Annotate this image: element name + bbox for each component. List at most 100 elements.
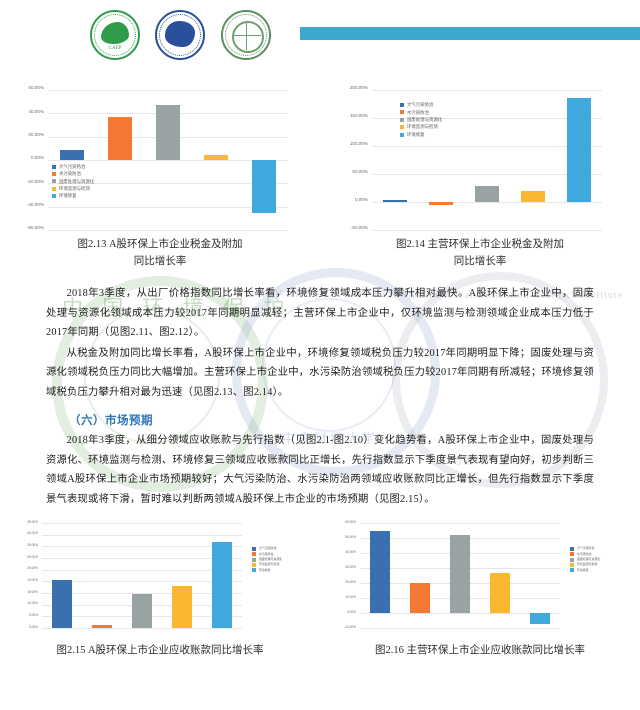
gridline (42, 558, 242, 559)
legend-item: 水污染防治 (52, 170, 94, 177)
figure-2-15-caption-line1: 图2.15 A股环保上市企业应收账款同比增长率 (56, 645, 264, 656)
cufe-logo (155, 10, 205, 60)
bar-固废处理与资源化 (449, 535, 471, 613)
legend-item: 固废处理与资源化 (252, 557, 282, 562)
legend-item: 固废处理与资源化 (570, 557, 600, 562)
gridline (48, 160, 288, 161)
legend-label: 环境修复 (577, 567, 589, 572)
chart-row-top: 60.00% 40.00% 20.00% 0.00% -20.00% -40.00% -60… (0, 85, 640, 270)
bar-环境监测与检测 (171, 586, 193, 628)
gridline (372, 174, 602, 175)
legend-swatch-icon (52, 179, 56, 184)
header-accent-bar (300, 27, 640, 40)
legend-swatch-icon (400, 132, 404, 137)
y-axis-tick-label: 20.00% (28, 132, 44, 138)
legend-label: 环境修复 (259, 567, 271, 572)
y-axis-tick-label: 30.00% (27, 554, 38, 559)
legend-swatch-icon (252, 546, 256, 551)
legend-item: 环境监测与检测 (52, 185, 94, 192)
y-axis-tick-label: 0.00% (30, 155, 44, 161)
page-header: CAEP (0, 0, 640, 68)
y-axis-tick-label: -50.00% (350, 225, 368, 231)
y-axis-tick-label: -10.00% (344, 624, 356, 629)
bar-环境修复 (251, 160, 277, 213)
legend-label: 水污染防治 (59, 171, 81, 177)
figure-2-14-caption-line2: 同比增长率 (453, 256, 507, 267)
legend-label: 水污染防治 (407, 109, 429, 115)
legend-swatch-icon (252, 568, 256, 573)
y-axis-tick-label: 20.00% (27, 578, 38, 583)
legend-label: 环境修复 (59, 193, 77, 199)
y-axis-tick-label: 40.00% (345, 549, 356, 554)
gridline (372, 230, 602, 231)
chart-legend: 大气污染防治 水污染防治固废处理与资源化 环境监测与检测 环境修复 (400, 101, 442, 138)
legend-label: 环境监测与检测 (59, 186, 90, 192)
y-axis-tick-label: -40.00% (26, 202, 44, 208)
legend-label: 固废处理与资源化 (577, 556, 601, 561)
y-axis-tick-label: 45.00% (27, 519, 38, 524)
gridline (42, 581, 242, 583)
y-axis-tick-label: 5.00% (28, 613, 38, 618)
legend-swatch-icon (400, 125, 404, 130)
legend-swatch-icon (52, 171, 56, 176)
legend-label: 固废处理与资源化 (59, 178, 95, 184)
gridline (372, 202, 602, 203)
legend-label: 水污染防治 (259, 551, 274, 556)
figure-2-13-caption-line1: 图2.13 A股环保上市企业税金及附加 (77, 239, 243, 250)
legend-swatch-icon (52, 194, 56, 199)
legend-label: 大气污染防治 (407, 102, 434, 108)
y-axis-tick-label: 35.00% (27, 543, 38, 548)
figure-2-16: 60.00% 50.00% 40.00% 30.00% 20.00% 10.00% 0.00… (320, 520, 640, 659)
legend-item: 大气污染防治 (52, 163, 94, 170)
chart-row-bottom: 45.00% 40.00% 35.00% 30.00% 25.00% 20.00% 15.0… (0, 519, 640, 659)
y-axis-tick-label: 60.00% (28, 85, 44, 91)
y-axis-tick-label: 100.00% (349, 141, 368, 147)
legend-label: 环境监测与检测 (407, 124, 438, 130)
legend-item: 水污染防治 (252, 552, 282, 557)
bar-环境监测与检测 (203, 155, 229, 160)
gridline (48, 183, 288, 185)
bar-水污染防治 (409, 583, 431, 613)
bar-固废处理与资源化 (475, 186, 499, 202)
bar-固废处理与资源化 (155, 105, 181, 160)
bar-水污染防治 (429, 202, 453, 206)
gridline (48, 230, 288, 231)
y-axis-tick-label: 0.00% (28, 624, 38, 629)
bar-环境监测与检测 (489, 572, 511, 613)
paragraph-2: 从税金及附加同比增长率看，A股环保上市企业中，环境修复领域税负压力较2017年同… (46, 347, 594, 398)
gridline (42, 593, 242, 594)
paragraph-3: 2018年3季度，从细分领域应收账款与先行指数（见图2.1-图2.10）变化趋势… (46, 435, 594, 505)
gridline (360, 628, 560, 629)
figure-2-14: 200.00% 150.00% 100.00% 50.00% 0.00% -50.00% 大… (320, 85, 640, 270)
bar-环境监测与检测 (521, 190, 545, 202)
section-heading-market-expectation: （六）市场预期 (69, 415, 153, 427)
legend-swatch-icon (400, 110, 404, 115)
y-axis-tick-label: 10.00% (345, 594, 356, 599)
y-axis-tick-label: 10.00% (27, 601, 38, 606)
article-body: 2018年3季度，从出厂价格指数同比增长率看，环境修复领域成本压力攀升相对最快。… (0, 284, 640, 509)
legend-swatch-icon (52, 186, 56, 191)
y-axis-tick-label: 30.00% (345, 564, 356, 569)
figure-2-13: 60.00% 40.00% 20.00% 0.00% -20.00% -40.00% -60… (0, 85, 320, 270)
y-axis-tick-label: 40.00% (27, 531, 38, 536)
ntri-logo (221, 10, 271, 60)
legend-item: 固废处理与资源化 (52, 178, 94, 185)
y-axis-tick-label: -60.00% (26, 225, 44, 231)
legend-item: 大气污染防治 (570, 546, 600, 551)
legend-item: 环境修复 (400, 131, 442, 138)
y-axis-tick-label: 20.00% (345, 579, 356, 584)
gridline (42, 546, 242, 548)
legend-swatch-icon (400, 117, 404, 122)
gridline (360, 523, 560, 524)
figure-2-16-caption-line1: 图2.16 主营环保上市企业应收账款同比增长率 (375, 645, 585, 656)
legend-item: 固废处理与资源化 (400, 116, 442, 123)
figure-2-13-plot: 60.00% 40.00% 20.00% 0.00% -20.00% -40.00% -60… (27, 85, 288, 231)
legend-label: 固废处理与资源化 (407, 117, 443, 122)
legend-swatch-icon (570, 568, 574, 573)
figure-2-16-plot: 60.00% 50.00% 40.00% 30.00% 20.00% 10.00% 0.00… (344, 520, 600, 629)
legend-item: 环境修复 (252, 568, 282, 573)
figure-2-15: 45.00% 40.00% 35.00% 30.00% 25.00% 20.00% 15.0… (0, 519, 320, 659)
y-axis-tick-label: 0.00% (346, 609, 356, 614)
gridline (48, 90, 288, 91)
